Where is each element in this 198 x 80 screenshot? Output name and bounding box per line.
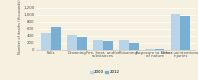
Bar	[155, 49, 165, 50]
Bar	[181, 16, 190, 50]
Legend: 2000, 2012: 2000, 2012	[88, 69, 121, 76]
Bar	[103, 41, 113, 50]
Bar	[51, 27, 61, 50]
Bar	[41, 33, 51, 50]
Bar	[145, 49, 155, 50]
Bar	[129, 43, 139, 50]
Y-axis label: Number of deaths (thousands): Number of deaths (thousands)	[18, 0, 22, 54]
Bar	[77, 37, 87, 50]
Bar	[93, 40, 103, 50]
Bar	[67, 34, 77, 50]
Bar	[119, 40, 129, 50]
Bar	[171, 14, 181, 50]
